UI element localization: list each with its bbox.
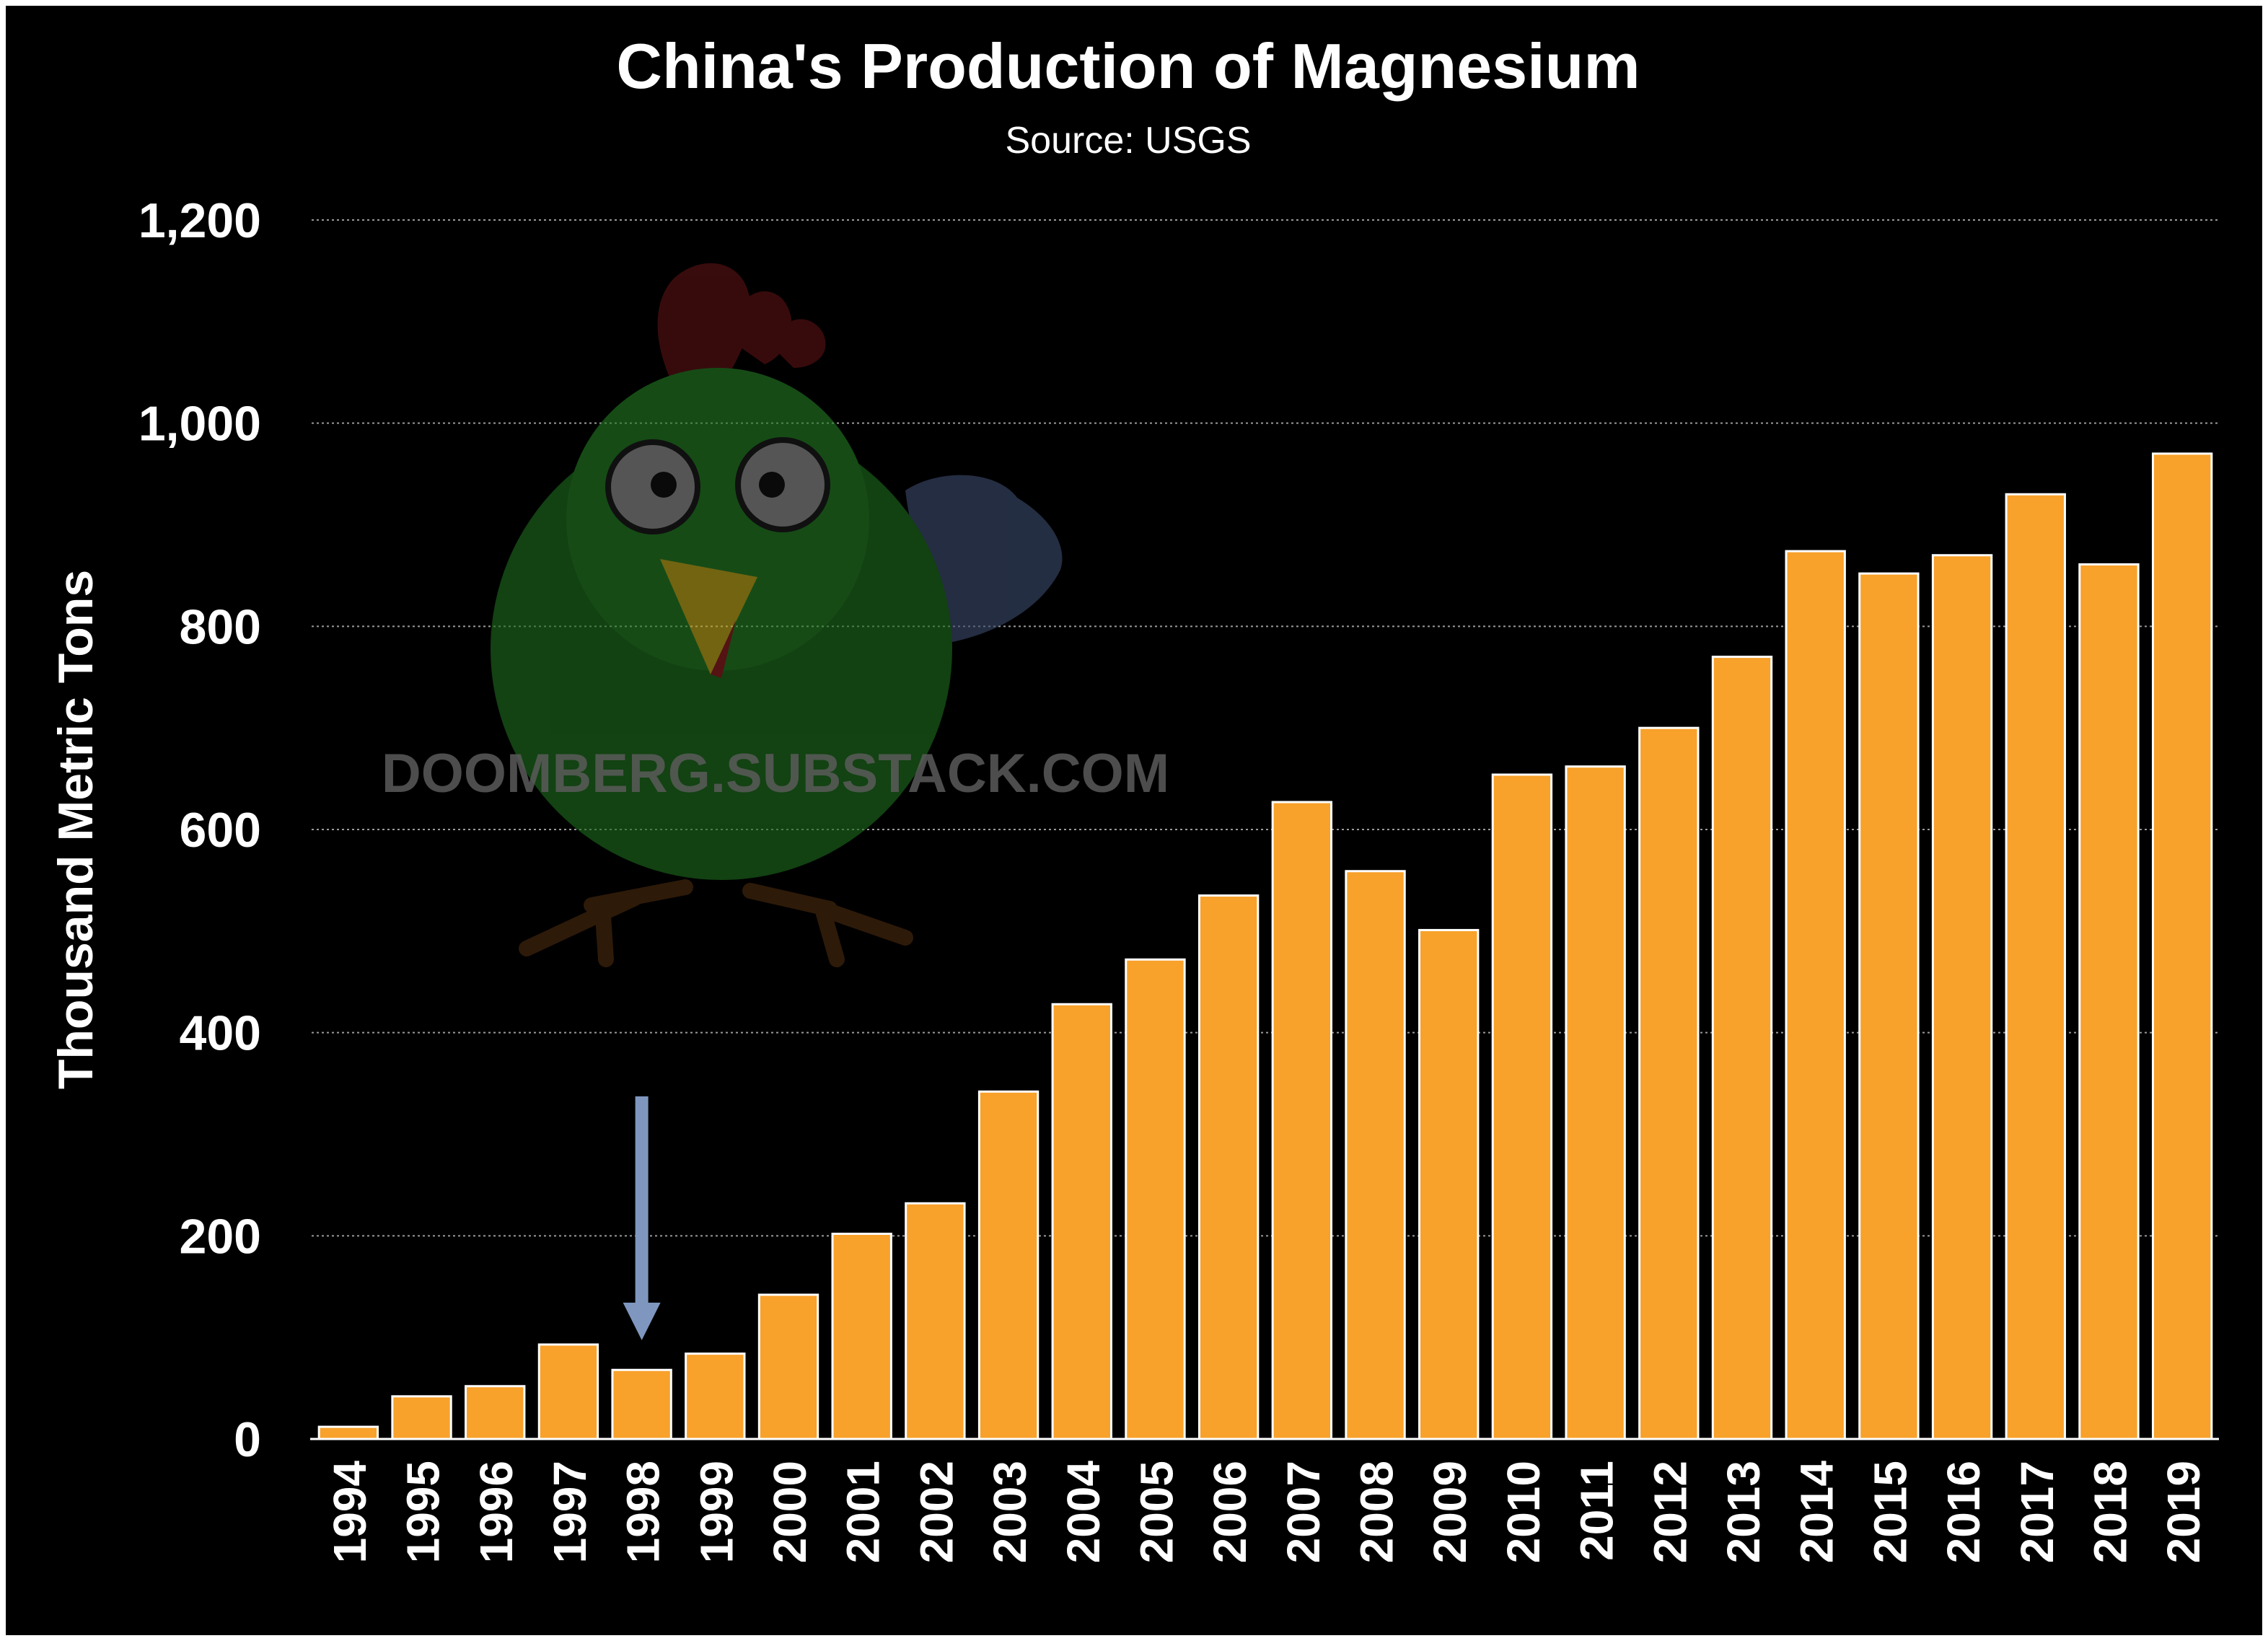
chicken-mascot-icon (491, 263, 1063, 967)
bar-1996 (465, 1385, 526, 1440)
y-tick-label: 800 (180, 599, 261, 654)
bar-2004 (1051, 1003, 1112, 1440)
bar-2002 (905, 1202, 966, 1440)
bar-2009 (1418, 928, 1480, 1440)
bars (317, 452, 2213, 1440)
x-tick-label: 2007 (1278, 1461, 1329, 1563)
y-tick-labels: 0 200 400 600 800 1,000 1,200 (139, 193, 261, 1467)
y-tick-label: 0 (234, 1412, 261, 1467)
bar-1999 (685, 1352, 746, 1440)
x-tick-label: 2015 (1864, 1461, 1916, 1563)
bar-2019 (2151, 452, 2213, 1440)
x-tick-label: 1994 (324, 1461, 376, 1564)
x-tick-labels: 1994 1995 1996 1997 1998 1999 2000 2001 2002 2003… (324, 1461, 2210, 1564)
x-tick-label: 2008 (1351, 1461, 1403, 1563)
bar-2000 (757, 1293, 819, 1440)
y-tick-label: 400 (180, 1006, 261, 1061)
x-tick-label: 2001 (838, 1461, 889, 1563)
bar-2017 (2005, 493, 2066, 1440)
y-axis-label: Thousand Metric Tons (48, 570, 103, 1089)
bar-2015 (1858, 572, 1920, 1440)
watermark-text: DOOMBERG.SUBSTACK.COM (382, 743, 1169, 804)
bar-2010 (1491, 773, 1553, 1440)
bar-2005 (1125, 958, 1186, 1440)
x-tick-label: 2010 (1498, 1461, 1550, 1563)
bar-2018 (2078, 563, 2140, 1440)
x-tick-label: 2002 (910, 1461, 962, 1563)
x-tick-label: 2000 (764, 1461, 816, 1563)
x-tick-label: 1999 (690, 1461, 742, 1563)
bar-1998 (611, 1368, 672, 1440)
down-arrow-icon (623, 1096, 661, 1340)
bar-2007 (1271, 801, 1333, 1440)
y-tick-label: 1,200 (139, 193, 261, 248)
bar-1997 (537, 1343, 599, 1440)
y-tick-label: 1,000 (139, 397, 261, 452)
x-tick-label: 2017 (2011, 1461, 2063, 1563)
x-tick-label: 2014 (1791, 1461, 1843, 1564)
x-tick-label: 2018 (2084, 1461, 2136, 1563)
x-tick-label: 1998 (617, 1461, 669, 1563)
x-tick-label: 2019 (2158, 1461, 2210, 1563)
y-tick-label: 600 (180, 803, 261, 858)
chart-title: China's Production of Magnesium (616, 30, 1640, 102)
x-tick-label: 2009 (1424, 1461, 1476, 1563)
bar-2011 (1565, 765, 1626, 1440)
bar-2012 (1638, 726, 1700, 1440)
bar-2001 (831, 1233, 892, 1440)
y-tick-label: 200 (180, 1209, 261, 1264)
x-tick-label: 2016 (1938, 1461, 1990, 1563)
x-tick-label: 1996 (470, 1461, 522, 1563)
x-tick-label: 2003 (984, 1461, 1036, 1563)
bar-2016 (1931, 554, 1993, 1440)
annotation (623, 1096, 661, 1340)
x-tick-label: 1995 (397, 1461, 449, 1563)
chart-subtitle: Source: USGS (1005, 120, 1251, 162)
x-tick-label: 2004 (1058, 1461, 1109, 1564)
x-tick-label: 2012 (1644, 1461, 1696, 1563)
bar-1994 (317, 1425, 379, 1440)
x-tick-label: 2005 (1130, 1461, 1182, 1563)
x-tick-label: 1997 (544, 1461, 596, 1563)
bar-2014 (1785, 550, 1846, 1440)
bar-2006 (1197, 894, 1260, 1440)
x-tick-label: 2006 (1204, 1461, 1256, 1563)
bar-1995 (391, 1395, 452, 1440)
x-tick-label: 2013 (1718, 1461, 1770, 1563)
x-tick-label: 2011 (1571, 1461, 1623, 1561)
bar-2008 (1345, 870, 1406, 1440)
bar-2013 (1711, 656, 1773, 1440)
bar-2003 (977, 1090, 1040, 1440)
